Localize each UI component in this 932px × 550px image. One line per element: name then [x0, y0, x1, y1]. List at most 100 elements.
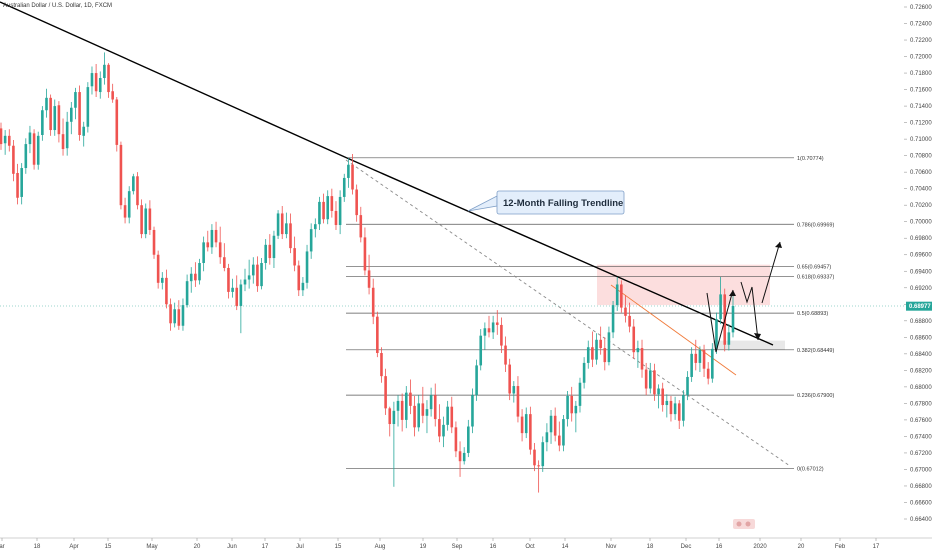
- candle-body[interactable]: [537, 465, 540, 467]
- candle-body[interactable]: [433, 395, 437, 420]
- candle-body[interactable]: [32, 133, 36, 165]
- candle-body[interactable]: [65, 121, 69, 149]
- candle-body[interactable]: [107, 64, 110, 93]
- candle-body[interactable]: [78, 92, 81, 135]
- candle-body[interactable]: [582, 362, 586, 383]
- candle-body[interactable]: [272, 235, 276, 259]
- candle-body[interactable]: [438, 419, 441, 437]
- candle-body[interactable]: [103, 64, 106, 79]
- candle-body[interactable]: [446, 406, 449, 425]
- candle-body[interactable]: [574, 405, 578, 414]
- candle-body[interactable]: [194, 273, 197, 281]
- candle-body[interactable]: [483, 328, 487, 336]
- candle-body[interactable]: [371, 287, 375, 317]
- candle-body[interactable]: [7, 135, 11, 146]
- candle-body[interactable]: [210, 229, 214, 248]
- candle-body[interactable]: [227, 267, 230, 292]
- candle-body[interactable]: [620, 284, 623, 308]
- candle-body[interactable]: [578, 382, 582, 406]
- candle-body[interactable]: [318, 201, 321, 225]
- candle-body[interactable]: [355, 189, 358, 216]
- candle-body[interactable]: [677, 403, 681, 421]
- candle-body[interactable]: [417, 403, 420, 428]
- candle-body[interactable]: [359, 215, 363, 238]
- candle-body[interactable]: [624, 307, 627, 316]
- candle-body[interactable]: [152, 229, 156, 255]
- candle-body[interactable]: [636, 348, 640, 353]
- candle-body[interactable]: [148, 208, 152, 230]
- candle-body[interactable]: [615, 284, 619, 306]
- candle-body[interactable]: [591, 347, 594, 360]
- candle-body[interactable]: [12, 145, 15, 174]
- candle-body[interactable]: [36, 135, 40, 165]
- candle-body[interactable]: [384, 376, 387, 409]
- candle-body[interactable]: [0, 128, 3, 145]
- candle-body[interactable]: [698, 349, 702, 363]
- candle-body[interactable]: [45, 97, 48, 111]
- candle-body[interactable]: [367, 270, 371, 288]
- candle-body[interactable]: [127, 191, 131, 218]
- candle-body[interactable]: [454, 427, 458, 452]
- candle-body[interactable]: [682, 395, 685, 421]
- candle-body[interactable]: [504, 345, 507, 365]
- candle-body[interactable]: [156, 254, 160, 283]
- candle-body[interactable]: [347, 164, 350, 178]
- candle-body[interactable]: [429, 395, 433, 410]
- candle-body[interactable]: [28, 132, 32, 145]
- candle-body[interactable]: [421, 403, 425, 416]
- candle-body[interactable]: [293, 248, 296, 266]
- candle-body[interactable]: [392, 410, 396, 425]
- candle-body[interactable]: [500, 324, 503, 346]
- candle-body[interactable]: [41, 110, 44, 135]
- candle-body[interactable]: [202, 242, 205, 263]
- candle-body[interactable]: [98, 78, 102, 93]
- candle-body[interactable]: [338, 196, 342, 226]
- candle-body[interactable]: [49, 97, 52, 131]
- candle-body[interactable]: [334, 210, 338, 226]
- candle-body[interactable]: [330, 196, 334, 211]
- candle-body[interactable]: [388, 408, 392, 425]
- candle-body[interactable]: [342, 177, 346, 197]
- candle-body[interactable]: [301, 282, 305, 291]
- candle-body[interactable]: [297, 265, 301, 291]
- candle-body[interactable]: [644, 369, 648, 389]
- candle-body[interactable]: [185, 281, 189, 306]
- candle-body[interactable]: [57, 105, 61, 135]
- candle-body[interactable]: [314, 224, 317, 230]
- candle-body[interactable]: [640, 348, 644, 370]
- candle-body[interactable]: [413, 405, 416, 428]
- candle-body[interactable]: [351, 164, 354, 190]
- candle-body[interactable]: [24, 144, 28, 169]
- candle-body[interactable]: [119, 144, 123, 206]
- candle-body[interactable]: [409, 392, 412, 406]
- candle-body[interactable]: [694, 353, 698, 363]
- candle-body[interactable]: [218, 242, 222, 258]
- candle-body[interactable]: [376, 316, 379, 354]
- candle-body[interactable]: [495, 322, 499, 325]
- candle-body[interactable]: [553, 415, 557, 436]
- candle-body[interactable]: [285, 223, 288, 235]
- candle-body[interactable]: [566, 395, 569, 420]
- candle-body[interactable]: [173, 309, 176, 324]
- candle-body[interactable]: [653, 370, 656, 395]
- candle-body[interactable]: [16, 172, 19, 198]
- candle-body[interactable]: [661, 388, 664, 406]
- candle-body[interactable]: [632, 326, 636, 353]
- candle-body[interactable]: [231, 287, 234, 292]
- candle-body[interactable]: [524, 414, 528, 434]
- candle-body[interactable]: [132, 176, 135, 192]
- candle-body[interactable]: [562, 419, 565, 446]
- candle-body[interactable]: [214, 229, 218, 243]
- candle-body[interactable]: [607, 332, 611, 363]
- candle-body[interactable]: [86, 87, 90, 127]
- candle-body[interactable]: [264, 244, 267, 263]
- candle-body[interactable]: [94, 73, 98, 92]
- candle-body[interactable]: [396, 400, 400, 411]
- candle-body[interactable]: [260, 263, 263, 287]
- candle-body[interactable]: [516, 386, 520, 417]
- candle-body[interactable]: [706, 368, 710, 379]
- candle-body[interactable]: [462, 452, 466, 462]
- candle-body[interactable]: [53, 106, 57, 131]
- candle-body[interactable]: [90, 73, 94, 87]
- candle-body[interactable]: [322, 201, 325, 220]
